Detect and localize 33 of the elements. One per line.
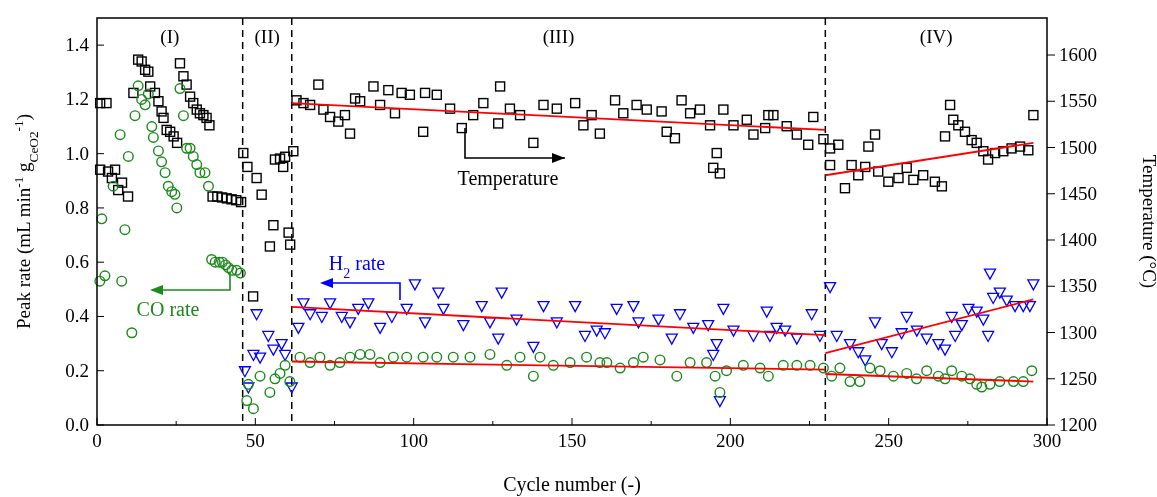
x-tick-label: 300 xyxy=(1032,430,1062,451)
y-tick-label: 1.0 xyxy=(65,142,89,164)
y-tick-label: 1.4 xyxy=(65,34,90,56)
y2-tick-label: 1500 xyxy=(1059,136,1097,158)
y-tick-label: 0.2 xyxy=(65,359,89,381)
x-tick-label: 250 xyxy=(874,430,903,451)
y-tick-label: 0.6 xyxy=(65,251,89,273)
legend-label: Temperature xyxy=(457,167,559,190)
x-axis-title: Cycle number (-) xyxy=(503,473,641,496)
x-tick-label: 0 xyxy=(92,430,102,451)
y2-tick-label: 1300 xyxy=(1059,321,1097,343)
y-tick-label: 1.2 xyxy=(65,88,89,110)
y2-axis-title: Temperature (°C) xyxy=(1138,154,1157,289)
annotation: (II) xyxy=(254,26,280,48)
y-tick-label: 0.8 xyxy=(65,196,89,218)
y2-tick-label: 1250 xyxy=(1059,367,1097,389)
y2-tick-label: 1200 xyxy=(1059,414,1097,435)
legend-label: CO rate xyxy=(136,298,200,320)
annotation: (IV) xyxy=(919,26,953,48)
y2-tick-label: 1550 xyxy=(1059,90,1097,112)
y2-tick-label: 1350 xyxy=(1059,275,1097,297)
y-tick-label: 0.0 xyxy=(65,414,89,435)
x-tick-label: 200 xyxy=(716,430,745,451)
annotation: (I) xyxy=(160,26,180,48)
annotation: (III) xyxy=(542,26,575,48)
x-tick-label: 100 xyxy=(399,430,428,451)
y2-tick-label: 1400 xyxy=(1059,229,1097,250)
y2-tick-label: 1450 xyxy=(1059,182,1097,204)
x-tick-label: 150 xyxy=(557,430,587,451)
y2-tick-label: 1600 xyxy=(1059,44,1097,65)
series-label: H$_{2}$ rate xyxy=(328,252,386,281)
x-tick-label: 50 xyxy=(245,430,265,451)
y-tick-label: 0.4 xyxy=(65,305,90,327)
